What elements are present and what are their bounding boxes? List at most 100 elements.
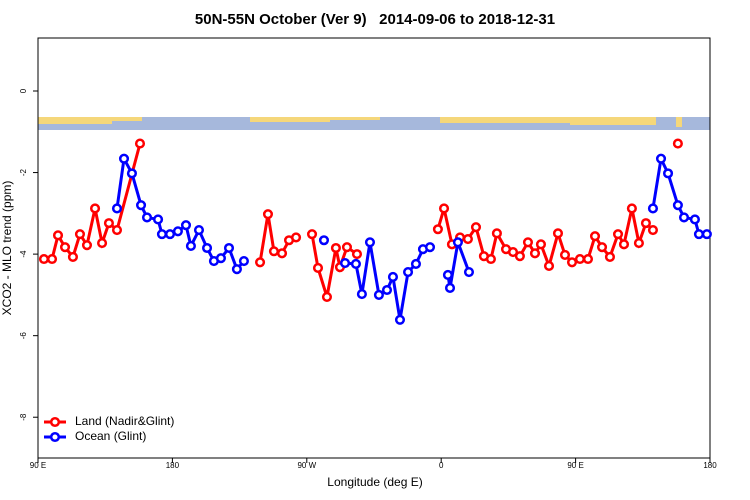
point bbox=[59, 242, 71, 253]
x-tick-label: 0 bbox=[439, 461, 444, 470]
y-tick-label: -4 bbox=[19, 250, 28, 258]
point bbox=[215, 253, 226, 264]
point bbox=[462, 233, 473, 245]
point bbox=[141, 212, 153, 223]
x-tick-label: 180 bbox=[703, 461, 717, 470]
point bbox=[276, 248, 288, 259]
point bbox=[164, 229, 176, 240]
series-line bbox=[44, 144, 678, 297]
point bbox=[339, 258, 351, 269]
y-tick-label: -8 bbox=[19, 413, 28, 421]
point bbox=[223, 242, 235, 254]
point bbox=[185, 240, 196, 252]
point bbox=[231, 264, 242, 275]
x-tick-label: 90 E bbox=[567, 461, 583, 470]
point bbox=[373, 289, 384, 300]
point bbox=[444, 282, 456, 294]
point bbox=[172, 226, 183, 237]
point bbox=[193, 225, 205, 236]
point bbox=[364, 237, 376, 248]
point bbox=[89, 203, 101, 214]
y-axis-label: XCO2 - MLO trend (ppm) bbox=[0, 181, 14, 316]
point bbox=[135, 200, 147, 211]
point bbox=[268, 246, 279, 257]
chart-title: 50N-55N October (Ver 9) 2014-09-06 to 20… bbox=[195, 11, 555, 28]
point bbox=[574, 253, 585, 265]
point bbox=[633, 238, 644, 249]
point bbox=[97, 238, 108, 249]
point bbox=[589, 231, 601, 242]
point bbox=[330, 242, 341, 254]
point bbox=[559, 249, 571, 260]
point bbox=[485, 253, 496, 265]
point bbox=[618, 239, 630, 250]
point bbox=[647, 225, 659, 236]
point bbox=[318, 235, 330, 246]
y-tick-label: 0 bbox=[19, 88, 28, 93]
y-tick-label: -6 bbox=[19, 332, 28, 340]
point bbox=[180, 220, 192, 231]
point bbox=[491, 228, 502, 239]
point bbox=[543, 260, 555, 271]
point bbox=[321, 291, 333, 302]
point bbox=[67, 251, 78, 263]
point bbox=[238, 255, 249, 267]
point bbox=[701, 229, 712, 240]
point bbox=[640, 218, 651, 229]
point bbox=[402, 267, 414, 278]
point bbox=[255, 257, 266, 268]
point bbox=[566, 257, 578, 268]
point bbox=[118, 153, 130, 164]
point bbox=[535, 239, 547, 250]
point bbox=[463, 267, 475, 278]
point bbox=[655, 153, 667, 164]
point bbox=[350, 258, 361, 269]
point bbox=[693, 229, 704, 240]
point bbox=[424, 242, 436, 253]
x-tick-label: 90 W bbox=[297, 461, 316, 470]
point bbox=[381, 284, 393, 296]
point bbox=[596, 242, 608, 253]
point bbox=[312, 262, 324, 274]
point bbox=[74, 229, 86, 240]
point bbox=[604, 251, 615, 263]
point bbox=[612, 229, 624, 240]
point bbox=[432, 224, 443, 235]
point bbox=[452, 237, 463, 248]
point bbox=[678, 212, 690, 223]
legend-marker bbox=[49, 431, 61, 443]
point bbox=[290, 232, 302, 243]
point bbox=[410, 258, 422, 269]
point bbox=[394, 314, 406, 325]
point bbox=[552, 228, 564, 239]
legend-label: Land (Nadir&Glint) bbox=[75, 414, 174, 428]
x-tick-label: 90 E bbox=[30, 461, 46, 470]
point bbox=[111, 203, 123, 214]
point bbox=[689, 214, 700, 225]
x-tick-label: 180 bbox=[166, 461, 180, 470]
point bbox=[306, 229, 318, 240]
point bbox=[134, 138, 146, 149]
point bbox=[156, 229, 167, 240]
point bbox=[626, 203, 637, 214]
point bbox=[672, 138, 683, 149]
point bbox=[470, 222, 482, 233]
point bbox=[507, 247, 519, 258]
point bbox=[356, 289, 367, 300]
point bbox=[438, 203, 450, 214]
point bbox=[341, 242, 353, 253]
point bbox=[514, 251, 525, 262]
point bbox=[38, 253, 50, 265]
x-axis-label: Longitude (deg E) bbox=[327, 475, 422, 489]
series-line bbox=[115, 153, 707, 321]
plot-frame bbox=[37, 37, 711, 459]
point bbox=[52, 230, 64, 241]
point bbox=[46, 253, 58, 265]
point bbox=[103, 218, 114, 229]
point bbox=[672, 200, 683, 211]
legend-marker bbox=[49, 416, 61, 428]
point bbox=[662, 168, 674, 179]
point bbox=[522, 237, 534, 248]
point bbox=[262, 209, 274, 220]
